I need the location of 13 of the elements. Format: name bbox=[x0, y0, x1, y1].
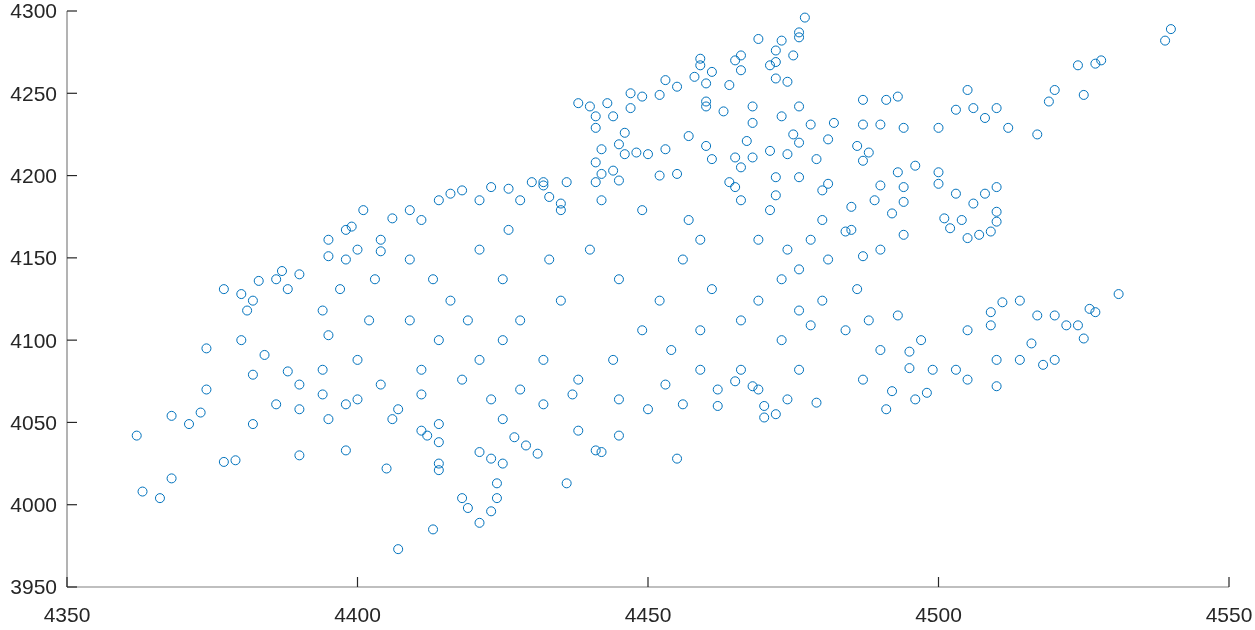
y-tick-label: 4050 bbox=[10, 410, 57, 434]
x-tick-label: 4550 bbox=[1205, 602, 1253, 626]
y-tick-label: 4150 bbox=[10, 246, 57, 270]
y-tick-label: 4300 bbox=[10, 0, 57, 23]
y-tick-label: 4200 bbox=[10, 164, 57, 188]
y-tick-label: 4100 bbox=[10, 328, 57, 352]
x-tick-label: 4400 bbox=[334, 602, 381, 626]
x-tick-label: 4450 bbox=[624, 602, 672, 626]
y-tick-label: 3950 bbox=[10, 575, 57, 599]
x-tick-label: 4500 bbox=[915, 602, 962, 626]
x-tick-label: 4350 bbox=[43, 602, 91, 626]
y-tick-label: 4250 bbox=[10, 81, 57, 105]
y-tick-label: 4000 bbox=[10, 493, 57, 517]
